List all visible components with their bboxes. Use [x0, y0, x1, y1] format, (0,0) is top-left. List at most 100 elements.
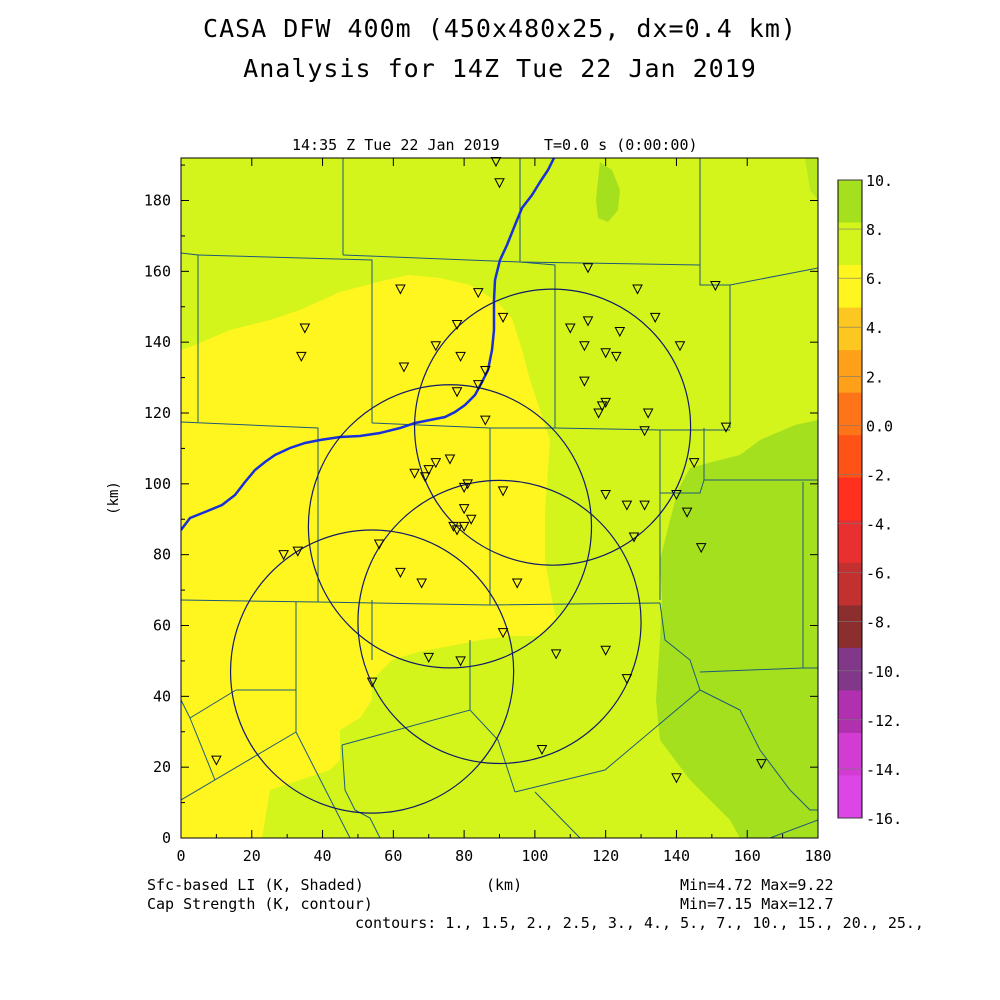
station-marker	[419, 472, 431, 483]
station-marker	[497, 628, 509, 639]
station-marker	[423, 465, 435, 476]
station-marker	[462, 479, 473, 490]
station-markers	[211, 157, 767, 784]
chart-subtitle: Analysis for 14Z Tue 22 Jan 2019	[243, 54, 757, 83]
colorbar-swatch	[838, 562, 862, 606]
station-marker	[458, 521, 470, 532]
station-marker	[600, 348, 611, 359]
colorbar: 10. 8. 6. 4. 2. 0.0 -2. -4. -6. -8. -10. -12. -14. -1…	[837, 172, 902, 828]
station-marker	[465, 514, 477, 525]
field-contour-label: Cap Strength (K, contour)	[147, 895, 373, 913]
station-marker	[430, 341, 442, 352]
station-marker	[582, 316, 594, 327]
colorbar-swatch	[838, 690, 862, 734]
station-marker	[373, 539, 385, 550]
station-marker	[579, 376, 590, 387]
colorbar-swatch	[838, 307, 862, 351]
y-tick-label: 100	[144, 475, 171, 493]
station-marker	[550, 649, 562, 660]
y-tick-label: 120	[144, 404, 171, 422]
colorbar-label: 4.	[866, 319, 884, 337]
colorbar-label: 6.	[866, 270, 884, 288]
station-marker	[497, 486, 509, 497]
minmax-contour: Min=7.15 Max=12.7	[680, 895, 834, 913]
x-tick-label: 160	[734, 847, 761, 865]
y-tick-label: 40	[153, 687, 171, 705]
y-axis: 0 20 40 60 80 100 120 140 160 180	[144, 164, 818, 847]
station-marker	[756, 759, 767, 770]
station-marker	[671, 489, 682, 501]
station-marker	[671, 773, 682, 784]
station-marker	[642, 408, 654, 419]
colorbar-swatch	[838, 732, 862, 776]
station-marker	[455, 656, 466, 667]
colorbar-label: -16.	[866, 810, 902, 828]
station-marker	[681, 507, 693, 518]
station-marker	[600, 397, 611, 408]
station-marker	[451, 387, 463, 398]
li-8-10-north-patch	[596, 162, 620, 222]
station-marker	[448, 521, 459, 532]
station-marker	[395, 284, 406, 295]
x-axis: 0 20 40 60 80 100 120 140 160 180	[176, 158, 832, 865]
station-marker	[295, 351, 307, 362]
colorbar-label: -12.	[866, 712, 902, 730]
station-marker	[720, 422, 732, 433]
radar-ring-1	[413, 288, 692, 566]
colorbar-swatch	[838, 647, 862, 691]
station-marker	[278, 550, 289, 561]
colorbar-label: 10.	[866, 172, 893, 190]
x-tick-label: 40	[314, 847, 332, 865]
x-tick-label: 20	[243, 847, 261, 865]
colorbar-label: -2.	[866, 466, 893, 484]
station-marker	[211, 755, 222, 766]
station-marker	[536, 744, 548, 756]
colorbar-swatch	[838, 350, 862, 394]
time-label: 14:35 Z Tue 22 Jan 2019	[292, 136, 500, 154]
station-marker	[299, 323, 311, 334]
shaded-field	[181, 158, 818, 838]
county-boundaries	[181, 158, 818, 838]
station-marker	[674, 341, 686, 352]
colorbar-swatch	[838, 435, 862, 479]
station-marker	[494, 178, 505, 189]
colorbar-label: -10.	[866, 663, 902, 681]
river-line	[181, 158, 556, 531]
radar-ring-3	[357, 479, 642, 765]
y-tick-label: 140	[144, 333, 171, 351]
y-tick-label: 60	[153, 617, 171, 635]
x-tick-label: 180	[804, 847, 831, 865]
station-marker	[582, 263, 594, 274]
radar-ring-2	[307, 384, 593, 669]
station-marker	[639, 426, 650, 437]
station-marker	[688, 458, 700, 469]
y-tick-label: 80	[153, 546, 171, 564]
y-axis-label: (km)	[106, 481, 122, 515]
colorbar-swatch	[838, 392, 862, 436]
station-marker	[610, 351, 622, 362]
station-marker	[621, 674, 633, 685]
radar-range-rings	[229, 288, 692, 814]
station-marker	[430, 458, 442, 469]
contour-levels: contours: 1., 1.5, 2., 2.5, 3., 4., 5., …	[355, 914, 924, 932]
colorbar-swatch	[838, 180, 862, 224]
radar-ring-4	[229, 529, 515, 814]
colorbar-swatch	[838, 775, 862, 819]
x-tick-label: 120	[592, 847, 619, 865]
station-marker	[564, 323, 576, 334]
x-tick-label: 80	[455, 847, 473, 865]
colorbar-swatch	[838, 265, 862, 309]
li-8-10-ne-corner	[805, 158, 818, 200]
station-marker	[710, 281, 721, 292]
station-marker	[416, 578, 427, 589]
colorbar-label: -6.	[866, 565, 893, 583]
minmax-shaded: Min=4.72 Max=9.22	[680, 876, 834, 894]
station-marker	[395, 567, 406, 578]
station-marker	[292, 546, 304, 557]
x-tick-label: 100	[521, 847, 548, 865]
station-marker	[600, 645, 611, 656]
station-marker	[639, 500, 650, 511]
station-marker	[579, 341, 590, 352]
field-shaded-label: Sfc-based LI (K, Shaded)	[147, 876, 364, 894]
y-tick-label: 20	[153, 758, 171, 776]
